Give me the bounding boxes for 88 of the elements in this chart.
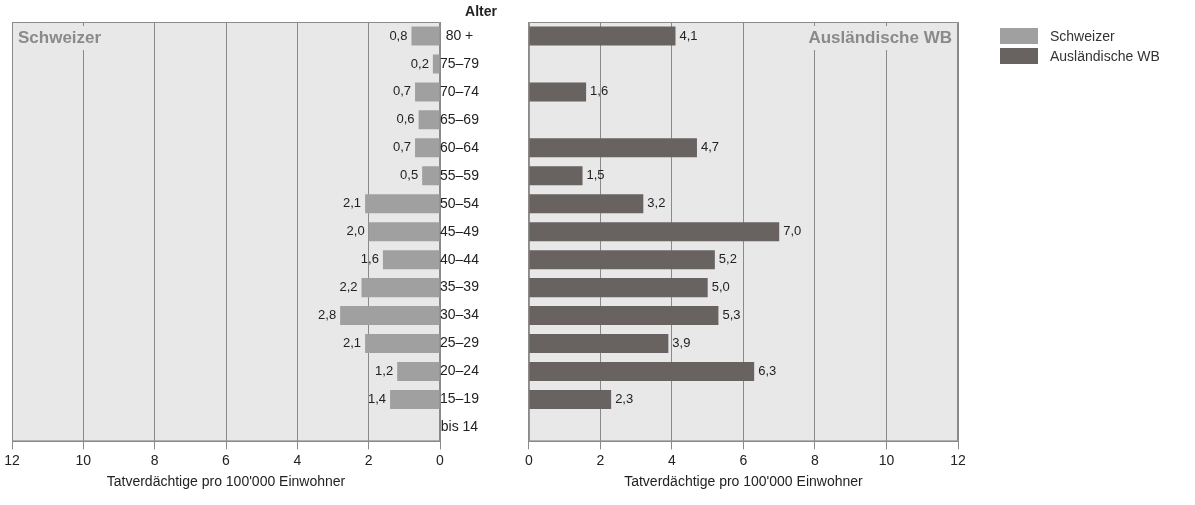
bar: [529, 222, 780, 242]
bar: [382, 250, 440, 270]
bar: [529, 82, 587, 102]
data-label: 3,9: [672, 335, 691, 351]
data-label: 1,6: [360, 251, 379, 267]
data-label: 2,8: [318, 307, 337, 323]
bar: [529, 166, 583, 186]
bar: [415, 82, 440, 102]
bar: [390, 389, 440, 409]
data-label: 2,1: [343, 335, 362, 351]
y-tick-label: 60–64: [440, 138, 480, 155]
data-label: 2,1: [343, 195, 362, 211]
y-tick-label: 45–49: [440, 222, 480, 239]
x-tick-label: 0: [436, 451, 445, 468]
data-label: 3,2: [647, 195, 666, 211]
bar: [529, 138, 697, 158]
x-tick-label: 10: [878, 451, 895, 468]
data-label: 0,5: [400, 167, 419, 183]
x-tick-label: 2: [364, 451, 373, 468]
data-label: 2,0: [346, 223, 365, 239]
data-label: 0,6: [396, 111, 415, 127]
data-label: 5,3: [722, 307, 741, 323]
data-label: 6,3: [758, 363, 777, 379]
x-axis-title: Tatverdächtige pro 100'000 Einwohner: [624, 473, 864, 490]
bar: [529, 389, 612, 409]
y-tick-label: 65–69: [440, 110, 480, 127]
x-tick-label: 12: [4, 451, 20, 468]
y-tick-label: 55–59: [440, 166, 480, 183]
chart-title: Schweizer: [18, 28, 102, 48]
data-label: 4,1: [679, 27, 698, 43]
bar: [418, 110, 440, 130]
y-tick-label: 30–34: [440, 306, 480, 323]
data-label: 1,5: [586, 167, 605, 183]
bar: [529, 194, 644, 214]
legend-label: Schweizer: [1050, 28, 1115, 44]
bar: [368, 222, 440, 242]
data-label: 0,7: [392, 83, 412, 99]
bar: [529, 361, 755, 382]
bar: [529, 306, 719, 326]
x-tick-label: 8: [811, 451, 820, 468]
x-tick-label: 4: [293, 451, 302, 468]
bar: [529, 250, 715, 270]
y-tick-label: 40–44: [440, 250, 480, 267]
y-tick-label: 75–79: [440, 54, 480, 71]
data-label: 5,0: [711, 279, 730, 295]
y-axis-title: Alter: [465, 2, 498, 19]
x-tick-label: 2: [596, 451, 605, 468]
x-tick-label: 10: [75, 451, 92, 468]
data-label: 5,2: [718, 251, 737, 267]
x-tick-label: 0: [524, 451, 533, 468]
bar: [529, 278, 708, 298]
data-label: 7,0: [783, 223, 802, 239]
bar: [422, 166, 440, 186]
y-tick-label: 70–74: [440, 82, 480, 99]
data-label: 2,2: [339, 279, 358, 295]
bar: [529, 334, 669, 354]
data-label: 0,2: [410, 55, 429, 71]
bar: [365, 194, 440, 214]
y-tick-label: bis 14: [440, 418, 479, 435]
x-tick-label: 6: [222, 451, 231, 468]
bar: [411, 26, 440, 46]
data-label: 1,4: [367, 391, 387, 407]
y-tick-label: 15–19: [440, 390, 480, 407]
x-axis-title: Tatverdächtige pro 100'000 Einwohner: [106, 473, 346, 490]
data-label: 0,8: [389, 27, 408, 43]
y-tick-label: 25–29: [440, 334, 480, 351]
bar: [365, 334, 440, 354]
data-label: 1,6: [590, 83, 609, 99]
y-tick-label: 35–39: [440, 278, 480, 295]
data-label: 4,7: [700, 139, 720, 155]
legend-label: Ausländische WB: [1050, 48, 1160, 64]
y-tick-label: 80 +: [445, 26, 474, 43]
x-tick-label: 12: [950, 451, 966, 468]
bar: [432, 54, 440, 74]
x-tick-label: 6: [739, 451, 748, 468]
bar: [361, 278, 440, 298]
bar: [529, 26, 676, 46]
chart-title: Ausländische WB: [808, 28, 952, 48]
bar: [415, 138, 440, 158]
bar: [397, 361, 440, 382]
y-tick-label: 20–24: [440, 362, 480, 379]
x-tick-label: 4: [668, 451, 677, 468]
bar: [340, 306, 440, 326]
data-label: 0,7: [392, 139, 412, 155]
data-label: 1,2: [375, 363, 394, 379]
x-tick-label: 8: [150, 451, 159, 468]
y-tick-label: 50–54: [440, 194, 480, 211]
data-label: 2,3: [615, 391, 634, 407]
